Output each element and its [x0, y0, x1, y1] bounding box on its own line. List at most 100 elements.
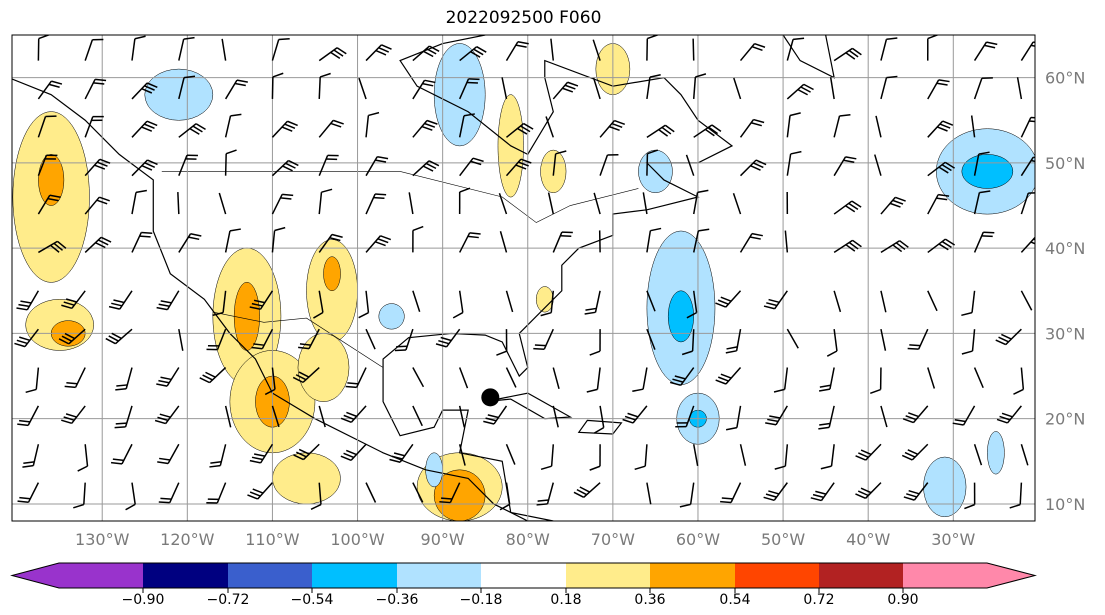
wind-barb — [105, 328, 133, 345]
wind-barb — [584, 290, 601, 315]
colorbar: −0.90 −0.72 −0.54 −0.36 −0.18 0.18 0.36 0.54 0.7… — [10, 562, 1037, 608]
wind-barb — [739, 159, 767, 177]
wind-barb — [903, 482, 929, 501]
latitude-label: 50°N — [1045, 154, 1085, 173]
wind-barb — [505, 367, 517, 388]
wind-barb — [880, 240, 909, 254]
wind-barb — [646, 73, 661, 100]
longitude-label: 80°W — [506, 530, 550, 549]
anomaly-region — [272, 452, 341, 505]
wind-barb — [271, 226, 286, 253]
wind-barb — [818, 367, 835, 392]
wind-barb — [927, 35, 939, 61]
wind-barb — [22, 444, 40, 468]
wind-barb — [646, 227, 662, 253]
map-title: 2022092500 F060 — [445, 8, 602, 28]
wind-barb — [271, 37, 290, 61]
wind-barb — [786, 83, 814, 100]
wind-barb — [318, 154, 339, 176]
latitude-label: 20°N — [1045, 410, 1085, 429]
wind-barb — [156, 290, 180, 311]
anomaly-region — [323, 256, 341, 292]
wind-barb — [271, 120, 298, 138]
wind-barb — [973, 367, 984, 389]
wind-barb — [622, 405, 648, 424]
wind-barb — [593, 405, 605, 434]
wind-barb — [732, 192, 742, 215]
wind-barb — [880, 37, 898, 61]
wind-barb — [1020, 236, 1035, 253]
wind-barb — [340, 443, 367, 462]
wind-barb — [540, 444, 555, 471]
greenland-coastline — [782, 35, 835, 79]
wind-barb — [589, 329, 601, 356]
longitude-label: 130°W — [75, 530, 130, 549]
wind-barb — [293, 443, 320, 461]
wind-barb — [505, 443, 516, 465]
anomaly-region — [378, 303, 405, 330]
wind-barb — [154, 405, 180, 425]
colorbar-label: −0.36 — [376, 592, 419, 608]
wind-barb — [692, 444, 699, 467]
wind-barb — [156, 367, 180, 387]
wind-barb — [84, 38, 104, 61]
longitude-label: 120°W — [160, 530, 215, 549]
wind-barb — [786, 150, 802, 176]
wind-barb — [763, 290, 788, 310]
wind-barb — [1020, 192, 1035, 215]
wind-barb — [996, 405, 1022, 424]
latitude-label: 10°N — [1045, 495, 1085, 514]
wind-barb — [340, 405, 367, 423]
colorbar-label: 0.36 — [634, 592, 665, 608]
wind-barb — [408, 192, 414, 215]
colorbar-label: −0.54 — [291, 592, 334, 608]
wind-barb — [458, 78, 480, 100]
wind-barb — [458, 187, 471, 215]
wind-barb — [715, 367, 742, 385]
wind-barb — [1016, 77, 1023, 100]
colorbar-extend-high — [903, 563, 1035, 588]
map-frame — [11, 34, 1036, 522]
wind-barb — [17, 482, 40, 504]
wind-barb — [547, 192, 555, 215]
wind-barb — [833, 113, 851, 138]
wind-barb — [774, 444, 789, 470]
wind-barb — [1009, 482, 1023, 509]
anomaly-region — [667, 290, 694, 343]
colorbar-label: −0.18 — [460, 592, 503, 608]
wind-barb — [907, 328, 929, 350]
wind-barb — [679, 482, 695, 508]
wind-barb — [412, 482, 424, 503]
anomaly-region — [433, 43, 486, 147]
wind-barb — [394, 328, 414, 352]
wind-barb — [786, 328, 799, 349]
wind-barb — [73, 482, 86, 509]
wind-barb — [177, 192, 180, 215]
wind-barb — [61, 290, 86, 310]
longitude-label: 70°W — [591, 530, 635, 549]
wind-barb — [634, 444, 648, 471]
wind-barb — [646, 149, 659, 176]
wind-barb — [25, 367, 40, 394]
wind-barb — [212, 290, 227, 317]
wind-barb — [499, 482, 511, 511]
wind-barb — [501, 77, 508, 100]
longitude-label: 110°W — [245, 530, 300, 549]
wind-barb — [927, 238, 956, 254]
colorbar-label: −0.90 — [122, 592, 165, 608]
wind-barb — [786, 37, 805, 61]
wind-barb — [725, 329, 742, 354]
wind-barb — [692, 228, 710, 253]
colorbar-segment — [312, 563, 397, 588]
wind-barb — [77, 444, 89, 472]
wind-barb — [14, 328, 39, 348]
wind-barb — [58, 328, 86, 345]
wind-barb — [131, 231, 153, 253]
wind-barb — [875, 115, 882, 138]
wind-barb — [505, 290, 514, 313]
wind-barb — [37, 154, 58, 176]
wind-barb — [178, 123, 206, 138]
longitude-label: 100°W — [330, 530, 385, 549]
wind-barb — [318, 119, 344, 138]
wind-barb — [17, 405, 40, 427]
